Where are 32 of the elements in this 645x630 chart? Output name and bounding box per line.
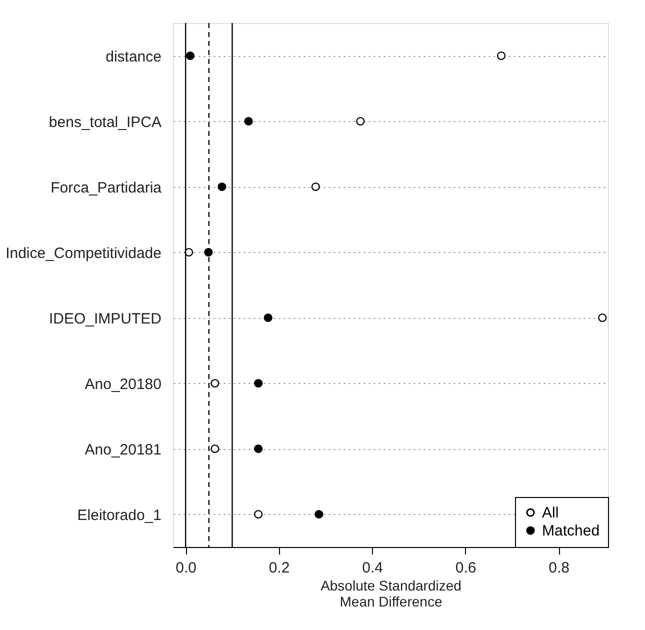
y-tick-label: Ano_20180 (84, 376, 162, 393)
point (598, 313, 607, 322)
point (356, 116, 365, 126)
x-tick-label: 0.0 (176, 560, 197, 576)
legend-label: Matched (542, 522, 600, 540)
point (254, 378, 263, 388)
point (254, 510, 263, 519)
x-tick-label: 0.8 (548, 560, 570, 576)
x-tick-label: 0.2 (268, 560, 290, 576)
legend-label: All (542, 504, 559, 522)
point (254, 444, 263, 454)
x-tick-label: 0.4 (362, 560, 384, 576)
point (218, 182, 226, 192)
point (210, 378, 220, 388)
point (264, 313, 272, 322)
point (244, 116, 253, 126)
point (204, 248, 213, 257)
y-tick-label: IDEO_IMPUTED (48, 310, 162, 328)
point (314, 510, 324, 519)
x-tick-label: 0.6 (455, 560, 476, 576)
point (496, 51, 506, 60)
y-tick-label: Forca_Partidaria (50, 179, 162, 196)
y-tick-label: distance (106, 48, 162, 66)
point (311, 182, 320, 192)
y-tick-label: Eleitorado_1 (77, 506, 162, 524)
y-tick-label: Indice_Competitividade (6, 244, 162, 262)
y-tick-label: bens_total_IPCA (48, 114, 162, 131)
y-tick-label: Ano_20181 (84, 441, 162, 458)
point (186, 51, 195, 60)
point (184, 248, 194, 257)
x-axis-title: Absolute Standardized Mean Difference (320, 578, 462, 610)
point (210, 444, 220, 454)
